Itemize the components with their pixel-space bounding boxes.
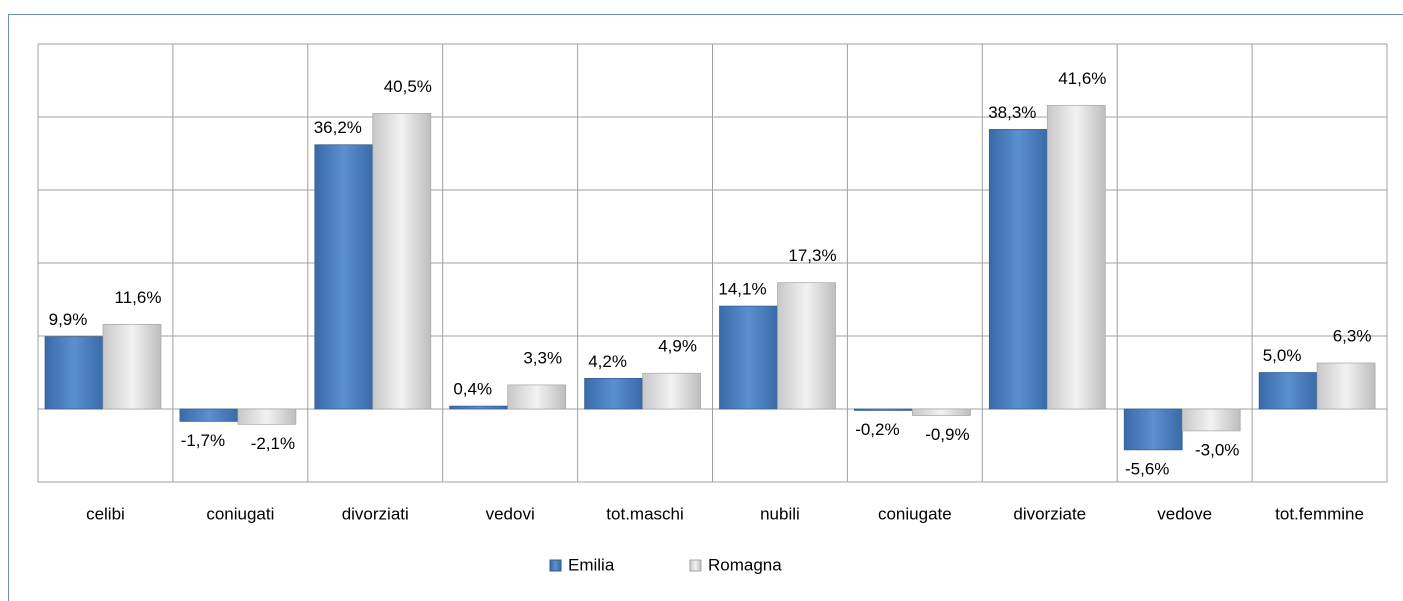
data-label: -0,9% <box>925 425 969 444</box>
data-label: 17,3% <box>788 246 836 265</box>
data-label: 14,1% <box>718 280 766 299</box>
bar <box>988 129 1048 410</box>
data-label: 41,6% <box>1058 69 1106 88</box>
data-label: 3,3% <box>523 348 562 367</box>
bar <box>44 336 104 410</box>
x-tick-label: divorziate <box>1013 504 1086 523</box>
data-label: -5,6% <box>1125 459 1169 478</box>
data-label: 6,3% <box>1333 326 1372 345</box>
bar <box>372 112 432 410</box>
data-label: -2,1% <box>251 434 295 453</box>
data-label: 0,4% <box>453 380 492 399</box>
x-tick-label: coniugati <box>206 504 274 523</box>
x-tick-label: tot.maschi <box>606 504 683 523</box>
bar <box>777 282 836 410</box>
data-label: 11,6% <box>115 288 162 307</box>
frame <box>8 14 1403 601</box>
data-label: 9,9% <box>49 310 88 329</box>
bar <box>314 144 374 410</box>
legend-swatch <box>549 559 562 572</box>
bar <box>237 408 297 425</box>
legend-label: Emilia <box>568 555 615 574</box>
data-label: -1,7% <box>181 431 225 450</box>
bar <box>584 377 643 410</box>
x-tick-label: vedove <box>1157 504 1212 523</box>
data-label: 40,5% <box>384 77 432 96</box>
bar <box>1258 372 1318 410</box>
data-label: 36,2% <box>314 118 362 137</box>
data-label: 5,0% <box>1263 346 1302 365</box>
bar <box>1181 408 1241 432</box>
bar <box>1123 408 1183 451</box>
bar <box>1046 104 1106 410</box>
x-tick-label: celibi <box>86 504 125 523</box>
data-label: -3,0% <box>1195 440 1239 459</box>
bar <box>854 408 913 411</box>
data-label: 4,2% <box>588 352 627 371</box>
bar <box>179 408 239 422</box>
bar <box>912 408 971 416</box>
data-label: 4,9% <box>658 337 697 356</box>
bar <box>642 372 701 410</box>
x-tick-label: vedovi <box>486 504 535 523</box>
x-tick-label: coniugate <box>878 504 952 523</box>
data-label: 38,3% <box>988 103 1036 122</box>
bar <box>102 323 162 410</box>
bar <box>1316 362 1376 410</box>
x-tick-label: nubili <box>760 504 800 523</box>
bar <box>449 405 509 410</box>
data-label: -0,2% <box>855 420 899 439</box>
bar <box>719 305 778 410</box>
x-tick-label: divorziati <box>342 504 409 523</box>
x-tick-label: tot.femmine <box>1275 504 1364 523</box>
bar <box>507 384 567 410</box>
legend-swatch <box>689 559 702 572</box>
legend-label: Romagna <box>708 555 782 574</box>
